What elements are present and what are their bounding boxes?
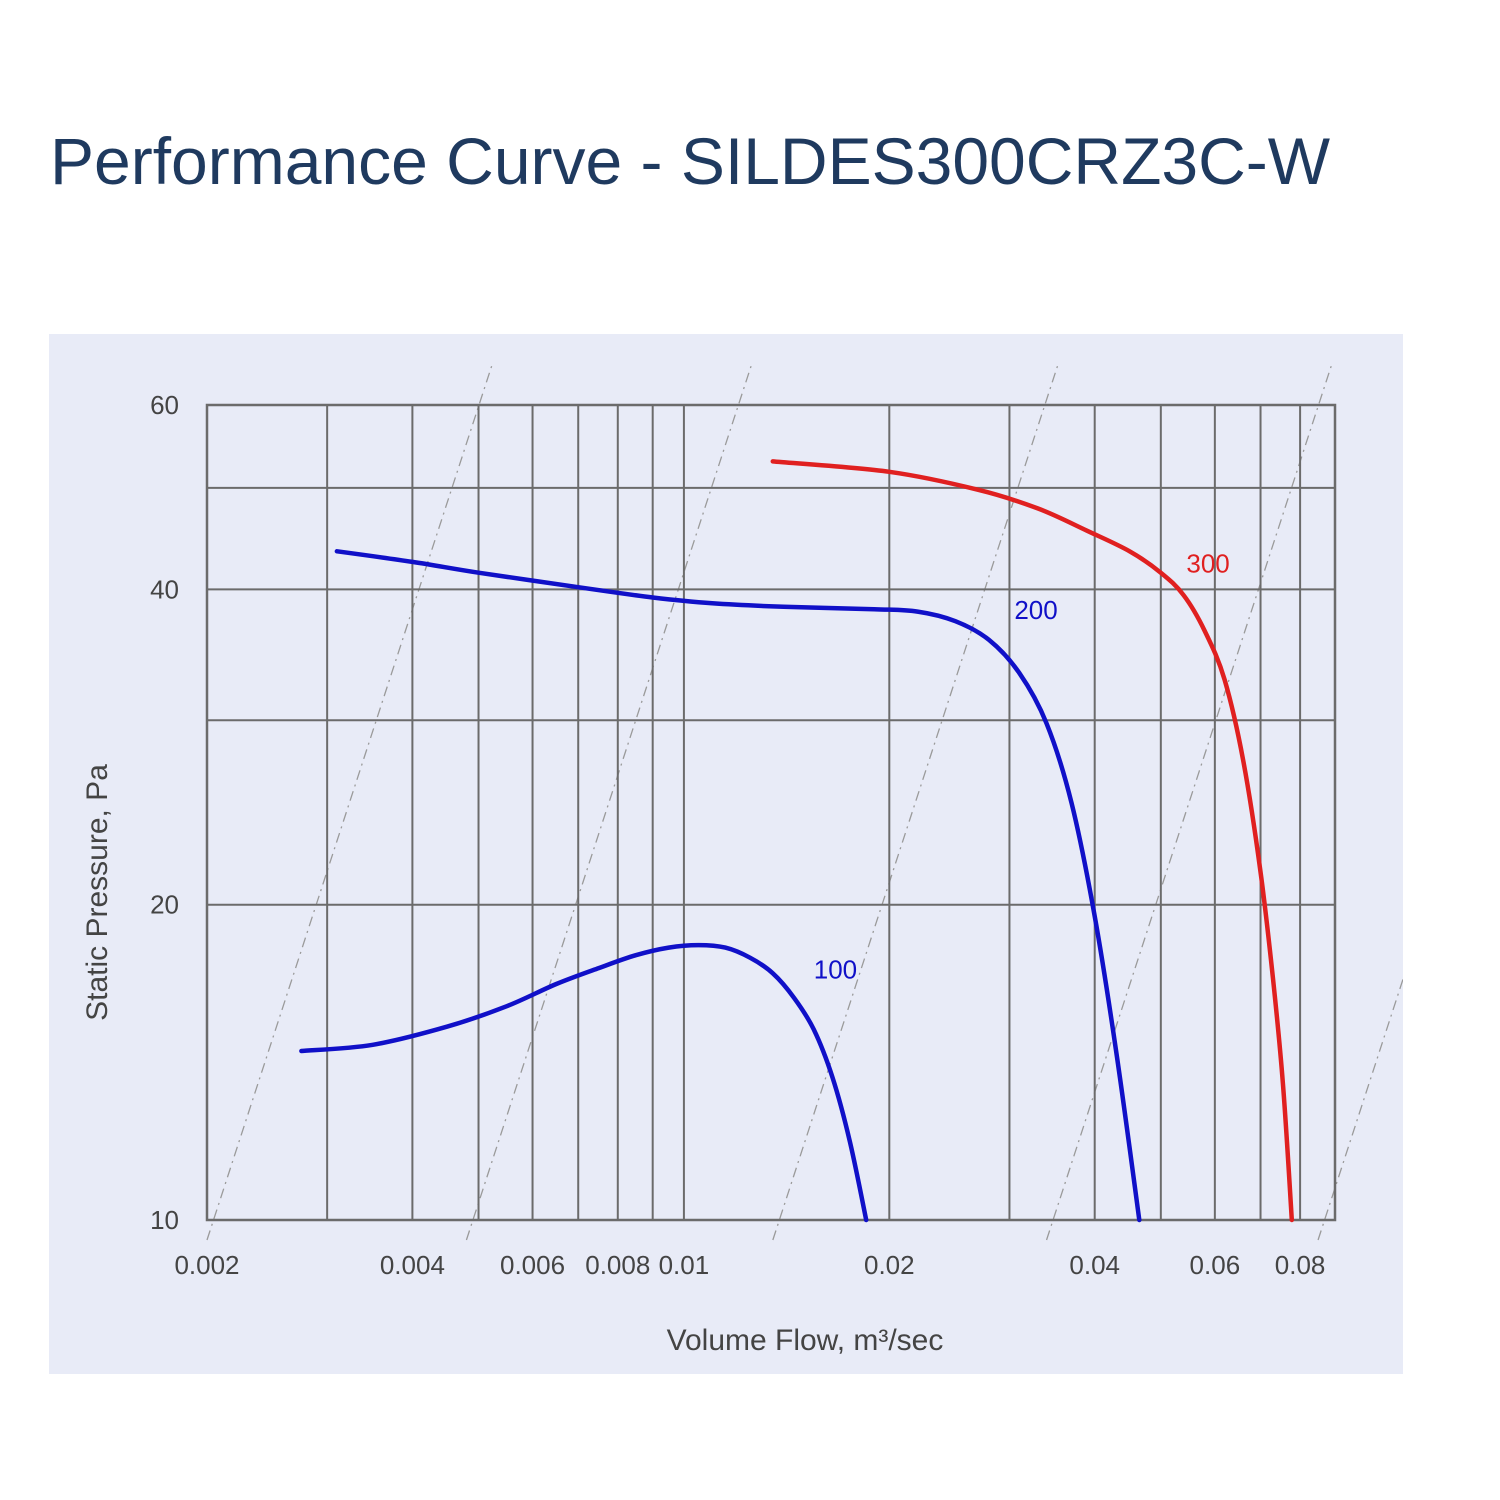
chart-panel: 100 200 300 0.002 0.004 0.006 0.008 0.01 0.02 0.… (49, 334, 1403, 1374)
curve-200 (334, 549, 1142, 1223)
curve-300 (770, 459, 1295, 1223)
y-axis-title: Static Pressure, Pa (81, 764, 114, 1021)
y-tick-label: 20 (150, 890, 179, 920)
x-tick-label: 0.02 (864, 1250, 915, 1280)
x-tick-label: 0.08 (1275, 1250, 1326, 1280)
tick-labels: 0.002 0.004 0.006 0.008 0.01 0.02 0.04 0.06 0.08… (150, 390, 1325, 1280)
x-tick-label: 0.006 (500, 1250, 565, 1280)
y-tick-label: 40 (150, 574, 179, 604)
curves: 100 200 300 (299, 459, 1295, 1223)
x-tick-label: 0.01 (659, 1250, 710, 1280)
system-lines (206, 364, 1403, 1241)
system-line (772, 364, 1059, 1241)
x-axis-title: Volume Flow, m³/sec (667, 1324, 944, 1357)
x-tick-label: 0.002 (174, 1250, 239, 1280)
curve-100 (299, 942, 869, 1223)
curve-label-200: 200 (1014, 595, 1057, 625)
y-tick-label: 10 (150, 1205, 179, 1235)
plot-frame (205, 403, 1337, 1222)
page-title: Performance Curve - SILDES300CRZ3C-W (50, 124, 1331, 198)
curve-label-100: 100 (814, 955, 857, 985)
y-tick-label: 60 (150, 390, 179, 420)
grid (207, 405, 1335, 1220)
system-line (1045, 364, 1333, 1241)
system-line (1317, 977, 1403, 1241)
system-line (465, 364, 753, 1241)
x-tick-label: 0.008 (585, 1250, 650, 1280)
x-tick-label: 0.004 (380, 1250, 445, 1280)
x-tick-label: 0.04 (1069, 1250, 1120, 1280)
system-line (206, 364, 493, 1241)
curve-label-300: 300 (1186, 549, 1229, 579)
x-tick-label: 0.06 (1190, 1250, 1241, 1280)
